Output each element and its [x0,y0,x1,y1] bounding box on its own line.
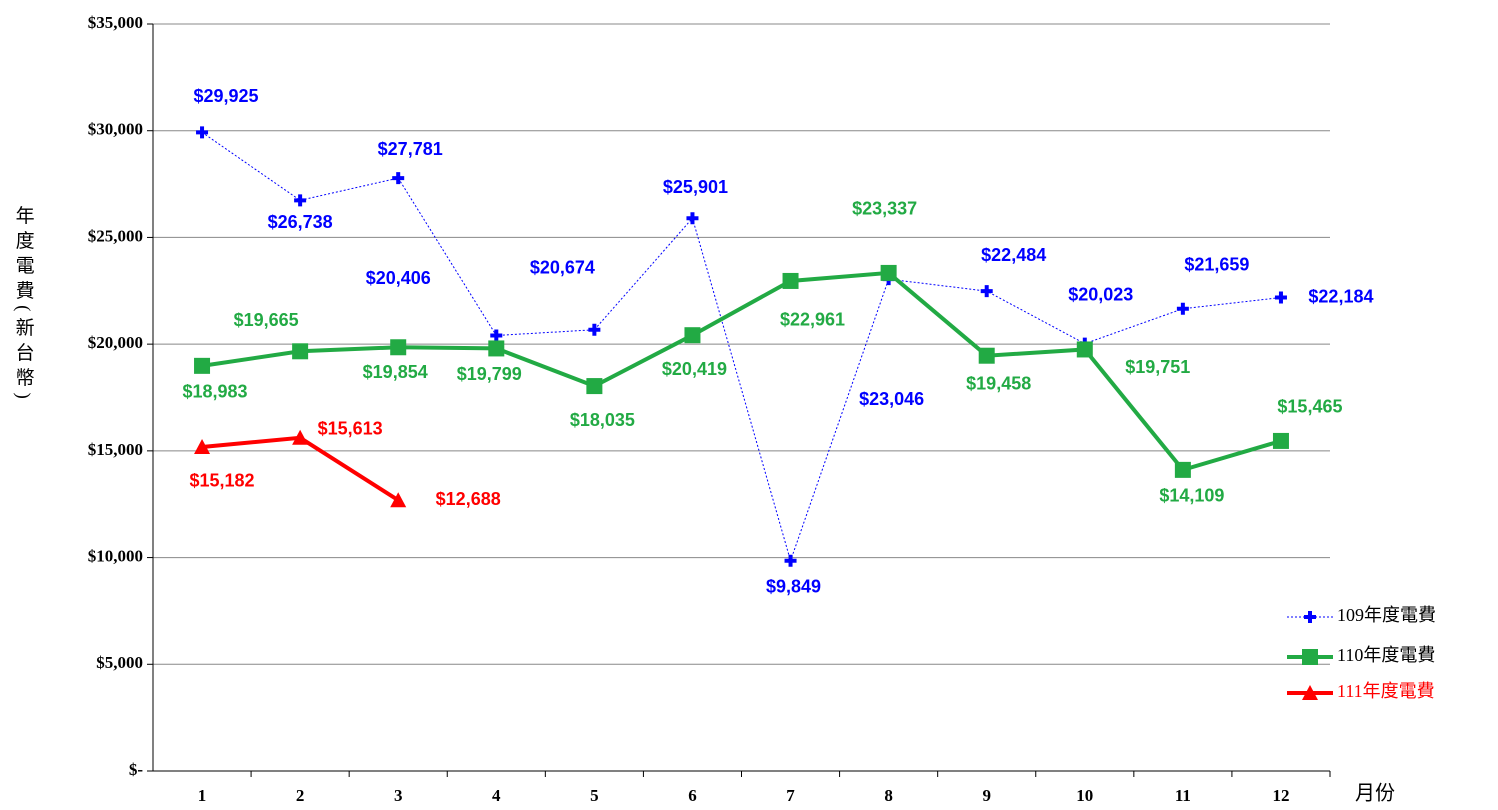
legend-label: 109年度電費 [1337,605,1436,625]
data-point [586,378,603,395]
legend-label: 111年度電費 [1337,681,1435,701]
data-label: $15,613 [318,419,383,439]
data-label: $20,023 [1068,284,1133,304]
data-point [1076,341,1093,358]
data-point [1176,302,1189,315]
data-label: $18,983 [183,382,248,402]
y-tick-label: $5,000 [96,653,143,672]
x-tick-label: 8 [884,786,893,805]
legend-label: 110年度電費 [1337,645,1435,665]
data-point [292,343,309,360]
y-tick-label: $20,000 [88,333,143,352]
data-label: $19,854 [363,362,428,382]
data-point [1174,461,1191,478]
x-tick-label: 4 [492,786,501,805]
x-tick-label: 6 [688,786,697,805]
x-tick-label: 7 [786,786,795,805]
series-line [201,270,1282,473]
data-label: $29,925 [194,86,259,106]
x-tick-label: 11 [1175,786,1191,805]
data-label: $22,184 [1308,286,1373,306]
y-axis-title: 年度電費(新台幣) [13,205,35,405]
data-label: $14,109 [1159,486,1224,506]
data-point [392,172,405,185]
data-point [294,194,307,207]
y-tick-label: $35,000 [88,13,143,32]
x-tick-label: 5 [590,786,599,805]
data-point [194,357,211,374]
data-point [588,323,601,336]
data-point [880,264,897,281]
data-label: $18,035 [570,410,635,430]
data-label: $19,458 [966,373,1031,393]
data-label: $22,484 [981,245,1046,265]
data-point [784,554,797,567]
series-line [201,131,1282,563]
y-tick-label: $15,000 [88,440,143,459]
data-label: $20,419 [662,359,727,379]
data-point [488,340,505,357]
data-label: $19,799 [457,364,522,384]
data-point [782,272,799,289]
legend-marker [1302,685,1318,700]
data-point [194,438,211,454]
data-label: $27,781 [378,139,443,159]
data-label: $21,659 [1184,254,1249,274]
x-tick-label: 2 [296,786,305,805]
data-point [390,492,407,508]
series-line [201,435,400,502]
data-point [490,329,503,342]
y-tick-label: $30,000 [88,120,143,139]
legend-marker [1304,611,1316,623]
x-tick-label: 10 [1076,786,1093,805]
x-tick-label: 3 [394,786,403,805]
data-point [390,339,407,356]
data-label: $9,849 [766,577,821,597]
data-point [292,429,309,445]
data-label: $20,406 [366,268,431,288]
data-label: $19,665 [234,310,299,330]
y-tick-label: $- [129,760,144,779]
data-label: $23,337 [852,199,917,219]
data-label: $20,674 [530,258,595,278]
data-point [1272,432,1289,449]
data-point [978,347,995,364]
data-label: $26,738 [268,212,333,232]
legend-marker [1302,649,1318,665]
data-label: $25,901 [663,177,728,197]
data-point [1274,291,1287,304]
data-label: $23,046 [859,389,924,409]
data-label: $12,688 [436,489,501,509]
x-tick-label: 9 [982,786,991,805]
data-label: $19,751 [1125,357,1190,377]
x-axis-title: 月份 [1355,782,1395,805]
y-tick-label: $10,000 [88,546,143,565]
x-tick-label: 1 [198,786,207,805]
data-point [980,285,993,298]
data-label: $22,961 [780,310,845,330]
x-tick-label: 12 [1272,786,1289,805]
data-label: $15,465 [1277,397,1342,417]
data-point [686,212,699,225]
data-label: $15,182 [190,471,255,491]
data-point [196,126,209,139]
data-point [684,327,701,344]
y-tick-label: $25,000 [88,226,143,245]
